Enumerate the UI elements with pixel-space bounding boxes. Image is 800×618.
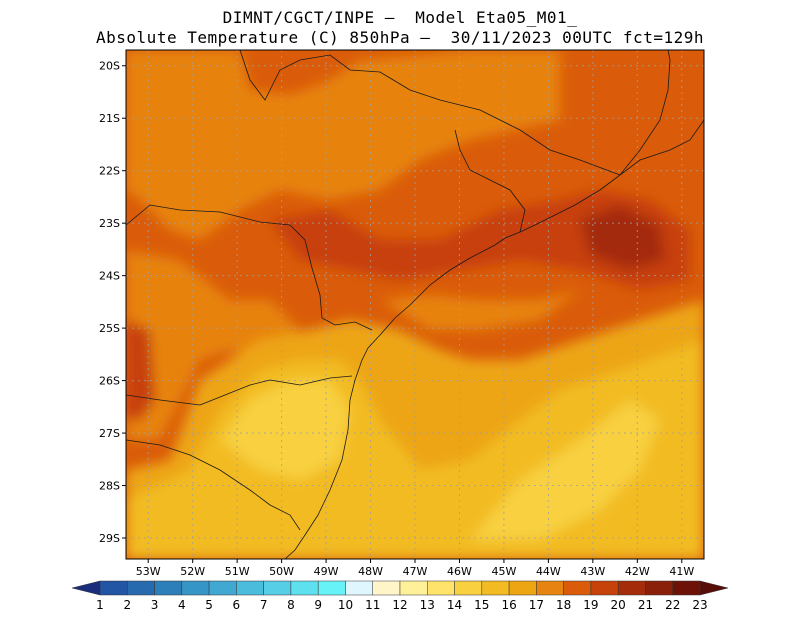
- colorbar-label: 1: [96, 598, 104, 612]
- colorbar-swatch: [536, 580, 564, 596]
- field-zone-18-c: [380, 290, 580, 330]
- colorbar-label: 13: [420, 598, 435, 612]
- state-border-5: [454, 129, 526, 233]
- field-zone-18: [126, 50, 560, 240]
- state-border-6: [239, 50, 411, 101]
- lon-label: 52W: [180, 565, 205, 578]
- colorbar-swatch: [345, 580, 373, 596]
- colorbar-label: 4: [178, 598, 186, 612]
- lat-label: 23S: [99, 217, 120, 230]
- colorbar-swatch: [181, 580, 210, 596]
- state-border-3: [126, 439, 301, 531]
- colorbar-label: 6: [233, 598, 241, 612]
- lat-label: 21S: [99, 112, 120, 125]
- lat-label: 25S: [99, 322, 120, 335]
- colorbar-swatch: [454, 580, 483, 596]
- state-border-1: [126, 204, 373, 331]
- colorbar-label: 2: [123, 598, 131, 612]
- colorbar-swatch: [263, 580, 292, 596]
- colorbar-label: 8: [287, 598, 295, 612]
- grid-lines: [126, 50, 704, 559]
- lat-label: 28S: [99, 480, 120, 493]
- lat-label: 27S: [99, 427, 120, 440]
- temperature-field: [126, 50, 704, 559]
- colorbar-label: 3: [151, 598, 159, 612]
- colorbar-label: 17: [529, 598, 544, 612]
- colorbar-label: 5: [205, 598, 213, 612]
- colorbar-swatch: [317, 580, 346, 596]
- colorbar-swatch: [208, 580, 237, 596]
- colorbar-swatch: [154, 580, 183, 596]
- longitude-labels: 53W 52W 51W 50W 49W 48W 47W 46W 45W 44W 43W 42W 41W: [136, 559, 694, 578]
- lon-label: 48W: [358, 565, 383, 578]
- colorbar-label: 15: [474, 598, 489, 612]
- lon-label: 50W: [269, 565, 294, 578]
- field-zone-15: [220, 380, 350, 480]
- colorbar-arrow-left: [71, 580, 101, 596]
- lon-label: 51W: [225, 565, 250, 578]
- field-zone-15-b: [470, 400, 660, 540]
- state-border-2: [199, 375, 353, 406]
- colorbar-label: 10: [338, 598, 353, 612]
- colorbar-swatch: [617, 580, 646, 596]
- colorbar-label: 9: [314, 598, 322, 612]
- colorbar-swatch: [590, 580, 619, 596]
- lat-label: 20S: [99, 60, 120, 73]
- field-zone-20: [270, 190, 690, 290]
- coastline: [284, 119, 704, 559]
- colorbar-label: 11: [365, 598, 380, 612]
- colorbar-arrow-right: [699, 580, 729, 596]
- field-zone-18-b: [126, 250, 300, 440]
- colorbar-label: 20: [611, 598, 626, 612]
- colorbar-swatch: [127, 580, 155, 596]
- colorbar: 1 2 3 4 5 6 7 8 9 10 11 12 13 14 15 16 17 18 19 20 21 22 23: [71, 580, 729, 612]
- lat-label: 26S: [99, 375, 120, 388]
- colorbar-swatch: [672, 580, 701, 596]
- colorbar-label: 21: [638, 598, 653, 612]
- field-zone-21: [580, 205, 665, 270]
- lon-label: 47W: [403, 565, 428, 578]
- colorbar-swatch: [236, 580, 264, 596]
- latitude-labels: 20S 21S 22S 23S 24S 25S 26S 27S 28S 29S: [99, 60, 126, 545]
- colorbar-swatch: [372, 580, 401, 596]
- lon-label: 46W: [447, 565, 472, 578]
- colorbar-label: 22: [665, 598, 680, 612]
- colorbar-label: 14: [447, 598, 462, 612]
- state-border-4: [409, 89, 621, 176]
- lat-label: 24S: [99, 270, 120, 283]
- state-border-7: [619, 50, 671, 176]
- lon-label: 53W: [136, 565, 161, 578]
- lon-label: 42W: [625, 565, 650, 578]
- colorbar-swatch: [481, 580, 510, 596]
- lon-label: 49W: [314, 565, 339, 578]
- chart-subtitle: Absolute Temperature (C) 850hPa – 30/11/…: [96, 28, 704, 47]
- colorbar-label: 19: [583, 598, 598, 612]
- colorbar-label: 16: [501, 598, 516, 612]
- colorbar-swatch: [99, 580, 128, 596]
- lon-label: 41W: [669, 565, 694, 578]
- colorbar-swatch: [563, 580, 592, 596]
- colorbar-label: 12: [392, 598, 407, 612]
- colorbar-swatch: [427, 580, 455, 596]
- lat-label: 22S: [99, 165, 120, 178]
- colorbar-label: 7: [260, 598, 268, 612]
- lat-label: 29S: [99, 532, 120, 545]
- chart-title: DIMNT/CGCT/INPE – Model Eta05_M01_: [222, 8, 578, 27]
- colorbar-swatch: [508, 580, 537, 596]
- colorbar-label: 18: [556, 598, 571, 612]
- state-border-8: [126, 394, 201, 406]
- lon-label: 43W: [580, 565, 605, 578]
- lon-label: 45W: [491, 565, 516, 578]
- colorbar-swatch: [290, 580, 319, 596]
- colorbar-swatch: [399, 580, 428, 596]
- colorbar-swatch: [645, 580, 673, 596]
- colorbar-label: 23: [692, 598, 707, 612]
- borders: [126, 50, 704, 559]
- lon-label: 44W: [536, 565, 561, 578]
